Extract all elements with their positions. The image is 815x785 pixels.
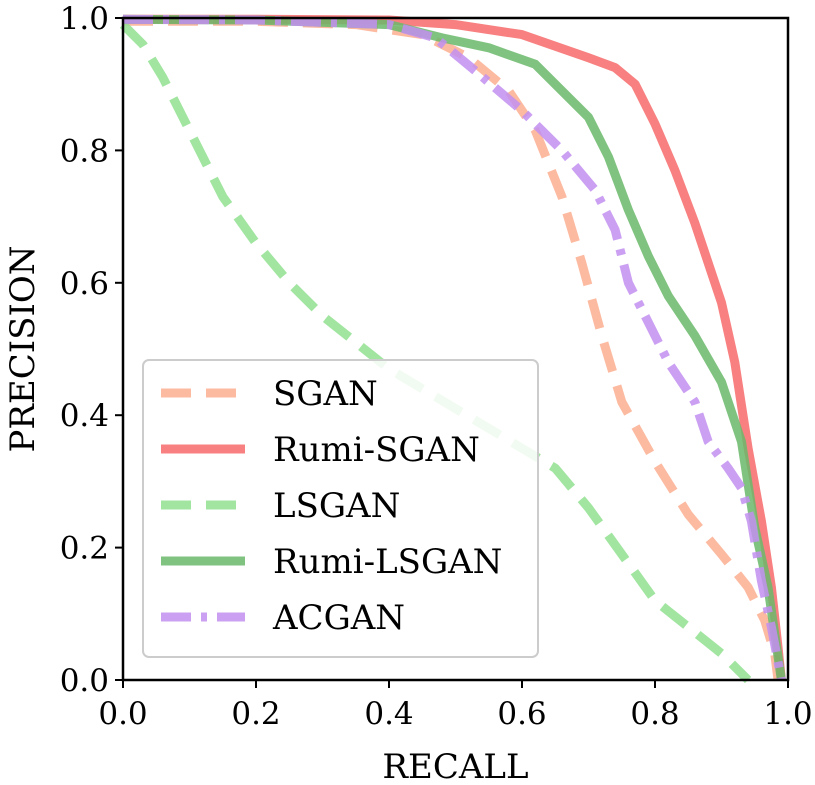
x-tick-label: 0.6 <box>497 696 546 732</box>
x-axis-label: RECALL <box>382 747 528 785</box>
legend-label: LSGAN <box>273 486 400 526</box>
y-axis-label: PRECISION <box>3 245 43 452</box>
y-tick-label: 1.0 <box>60 1 109 37</box>
x-tick-label: 0.8 <box>630 696 679 732</box>
x-tick-label: 0.0 <box>98 696 147 732</box>
y-tick-label: 0.0 <box>60 663 109 699</box>
ticks-layer: 0.0 0.2 0.4 0.6 0.8 1.0 0.0 0.2 0.4 0.6 0.8 1.0 <box>60 1 813 732</box>
legend-label: Rumi-SGAN <box>273 430 480 470</box>
legend-label: Rumi-LSGAN <box>273 542 502 582</box>
x-tick-label: 1.0 <box>763 696 812 732</box>
y-tick-label: 0.4 <box>60 398 109 434</box>
x-tick-label: 0.4 <box>364 696 413 732</box>
y-tick-label: 0.8 <box>60 133 109 169</box>
x-tick-label: 0.2 <box>231 696 280 732</box>
legend-label: ACGAN <box>272 598 405 638</box>
legend: SGAN Rumi-SGAN LSGAN Rumi-LSGAN ACGAN <box>142 359 539 658</box>
series-line-rumi-sgan <box>123 14 786 681</box>
legend-box <box>142 359 539 658</box>
series-line-acgan <box>122 14 786 681</box>
plot-frame <box>121 16 790 682</box>
y-tick-label: 0.6 <box>60 266 109 302</box>
legend-label: SGAN <box>273 374 378 414</box>
y-tick-label: 0.2 <box>60 531 109 567</box>
